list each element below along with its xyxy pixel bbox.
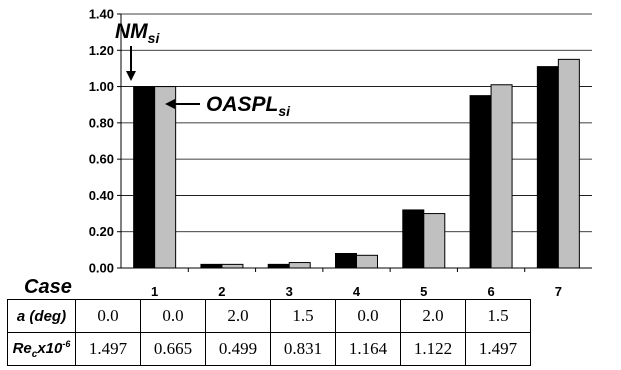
x-tick-label: 1 — [151, 284, 158, 299]
bar-nm-case-7 — [536, 66, 559, 269]
table-cell: 1.497 — [465, 332, 531, 366]
bar-oaspl-case-6 — [490, 84, 513, 269]
table-cell: 0.831 — [270, 332, 336, 366]
table-cell: 0.499 — [205, 332, 271, 366]
bar-nm-case-5 — [402, 209, 425, 269]
x-axis-title: Case — [24, 276, 72, 298]
x-tick-label: 3 — [286, 284, 293, 299]
bar-oaspl-case-3 — [288, 262, 311, 269]
y-tick-label: 0.80 — [89, 115, 114, 130]
oaspl-arrow-head — [165, 99, 175, 109]
x-tick-label: 7 — [555, 284, 562, 299]
bar-nm-case-6 — [469, 95, 492, 269]
bar-nm-case-2 — [200, 263, 223, 269]
table-cell: 1.122 — [400, 332, 466, 366]
table-cell: 1.5 — [465, 299, 531, 333]
table-cell: 0.0 — [75, 299, 141, 333]
table-cell: 1.5 — [270, 299, 336, 333]
bar-oaspl-case-5 — [423, 213, 446, 269]
bar-oaspl-case-2 — [221, 263, 244, 269]
parameter-table: a (deg) 0.0 0.0 2.0 1.5 0.0 2.0 1.5 Recx… — [7, 299, 531, 366]
table-cell: 2.0 — [205, 299, 271, 333]
bar-nm-case-3 — [267, 263, 290, 269]
bar-nm-case-1 — [133, 86, 156, 269]
x-tick-label: 4 — [353, 284, 361, 299]
y-tick-label: 0.00 — [89, 261, 114, 276]
bar-oaspl-case-7 — [557, 58, 580, 269]
row-label-reynolds: Recx10-6 — [7, 332, 76, 366]
table-cell: 1.164 — [335, 332, 401, 366]
nm-arrow-head — [126, 71, 136, 81]
row-label-angle: a (deg) — [7, 299, 76, 333]
x-tick-label: 2 — [218, 284, 225, 299]
oaspl-annotation: OASPLsi — [165, 93, 291, 119]
nm-annotation-label: NMsi — [115, 20, 160, 46]
y-axis-ticks: 0.00 0.20 0.40 0.60 0.80 1.00 1.20 1.40 — [89, 7, 121, 276]
table-row-angle: a (deg) 0.0 0.0 2.0 1.5 0.0 2.0 1.5 — [7, 299, 531, 333]
gridlines — [121, 13, 592, 233]
bar-nm-case-4 — [335, 252, 357, 269]
y-tick-label: 1.20 — [89, 43, 114, 58]
x-tick-label: 5 — [420, 284, 427, 299]
bar-oaspl-case-4 — [356, 254, 378, 269]
y-tick-label: 1.00 — [89, 79, 114, 94]
table-cell: 0.0 — [140, 299, 206, 333]
bar-chart: 0.00 0.20 0.40 0.60 0.80 1.00 1.20 1.40 1 2 3 4 5 6 7… — [24, 7, 592, 299]
nm-annotation: NMsi — [115, 20, 160, 81]
table-cell: 2.0 — [400, 299, 466, 333]
y-tick-label: 0.40 — [89, 188, 114, 203]
bar-oaspl-case-1 — [154, 86, 177, 269]
oaspl-annotation-label: OASPLsi — [206, 93, 291, 119]
table-cell: 1.497 — [75, 332, 141, 366]
x-tick-label: 6 — [487, 284, 494, 299]
x-axis-ticks: 1 2 3 4 5 6 7 — [151, 268, 562, 299]
bars — [133, 58, 580, 269]
table-row-reynolds: Recx10-6 1.497 0.665 0.499 0.831 1.164 1… — [7, 332, 531, 366]
y-tick-label: 0.20 — [89, 224, 114, 239]
table-cell: 0.665 — [140, 332, 206, 366]
y-tick-label: 0.60 — [89, 152, 114, 167]
table-cell: 0.0 — [335, 299, 401, 333]
y-tick-label: 1.40 — [89, 7, 114, 22]
